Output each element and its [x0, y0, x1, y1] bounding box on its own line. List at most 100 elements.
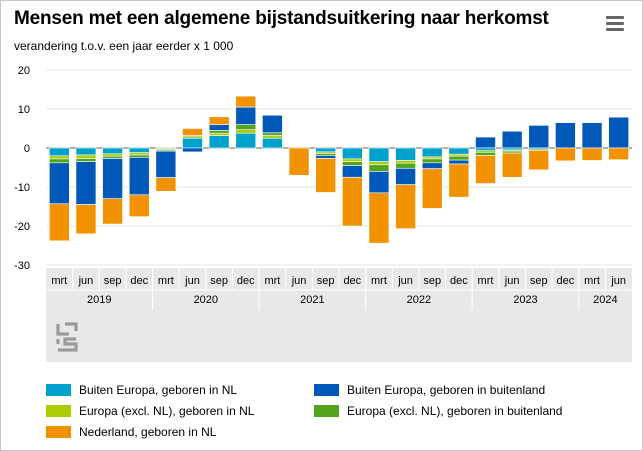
bar-segment[interactable]	[236, 133, 256, 148]
bar-segment[interactable]	[262, 133, 282, 136]
x-tick-label: dec	[557, 275, 575, 287]
bar-segment[interactable]	[236, 125, 256, 130]
bar-segment[interactable]	[449, 164, 469, 197]
x-tick-label: dec	[237, 275, 255, 287]
bar-segment[interactable]	[342, 159, 362, 162]
bar-segment[interactable]	[396, 168, 416, 184]
bar-segment[interactable]	[262, 115, 282, 133]
bar-segment[interactable]	[236, 130, 256, 134]
bar-segment[interactable]	[422, 148, 442, 157]
bar-segment[interactable]	[342, 148, 362, 159]
bar-segment[interactable]	[609, 117, 629, 148]
bar-segment[interactable]	[342, 177, 362, 226]
x-tick-label: mrt	[158, 275, 174, 287]
bar-segment[interactable]	[103, 159, 123, 199]
bar-segment[interactable]	[555, 148, 575, 161]
bar-segment[interactable]	[502, 153, 522, 177]
legend-item-buiten-europa-nl[interactable]: Buiten Europa, geboren in NL	[46, 383, 237, 397]
bar-segment[interactable]	[555, 123, 575, 148]
bar-segment[interactable]	[209, 117, 229, 125]
bar-segment[interactable]	[262, 136, 282, 139]
x-tick-label: sep	[530, 275, 548, 287]
bar-segment[interactable]	[49, 148, 69, 156]
bar-segment[interactable]	[236, 96, 256, 107]
bar-segment[interactable]	[262, 138, 282, 148]
bar-segment[interactable]	[396, 160, 416, 163]
year-label: 2024	[593, 294, 617, 306]
bar-segment[interactable]	[236, 107, 256, 125]
bar-segment[interactable]	[183, 129, 203, 136]
bar-segment[interactable]	[49, 159, 69, 163]
bar-segment[interactable]	[129, 148, 149, 153]
bar-segment[interactable]	[316, 159, 336, 193]
bar-segment[interactable]	[129, 157, 149, 194]
bar-segment[interactable]	[529, 150, 549, 170]
bar-segment[interactable]	[316, 155, 336, 158]
y-tick-label: 10	[18, 104, 30, 116]
y-tick-label: 20	[18, 65, 30, 77]
legend-label: Europa (excl. NL), geboren in NL	[79, 404, 254, 418]
bar-segment[interactable]	[103, 148, 123, 154]
bar-segment[interactable]	[129, 155, 149, 157]
legend-item-nederland[interactable]: Nederland, geboren in NL	[46, 425, 216, 439]
bar-segment[interactable]	[49, 156, 69, 159]
bar-segment[interactable]	[183, 148, 203, 152]
bar-segment[interactable]	[369, 193, 389, 243]
bar-segment[interactable]	[103, 199, 123, 224]
legend-item-europa-buitenland[interactable]: Europa (excl. NL), geboren in buitenland	[314, 404, 562, 418]
bar-segment[interactable]	[103, 156, 123, 158]
bar-segment[interactable]	[76, 159, 96, 162]
bar-segment[interactable]	[609, 148, 629, 160]
bar-segment[interactable]	[103, 154, 123, 156]
bar-segment[interactable]	[209, 133, 229, 135]
legend-item-buiten-europa-buitenland[interactable]: Buiten Europa, geboren in buitenland	[314, 383, 545, 397]
bar-segment[interactable]	[76, 148, 96, 155]
bar-segment[interactable]	[449, 160, 469, 164]
bar-segment[interactable]	[289, 148, 309, 175]
bar-segment[interactable]	[156, 151, 176, 178]
bar-segment[interactable]	[422, 169, 442, 209]
bar-segment[interactable]	[369, 171, 389, 192]
bar-segment[interactable]	[76, 155, 96, 159]
bar-segment[interactable]	[396, 148, 416, 160]
bar-segment[interactable]	[369, 148, 389, 162]
bar-segment[interactable]	[476, 152, 496, 155]
bar-segment[interactable]	[156, 178, 176, 192]
x-tick-label: sep	[104, 275, 122, 287]
bar-segment[interactable]	[422, 163, 442, 169]
bar-segment[interactable]	[396, 163, 416, 168]
bar-segment[interactable]	[209, 136, 229, 148]
bar-segment[interactable]	[449, 148, 469, 154]
bar-segment[interactable]	[76, 162, 96, 205]
bar-segment[interactable]	[369, 162, 389, 165]
bar-segment[interactable]	[183, 138, 203, 148]
bar-segment[interactable]	[582, 148, 602, 160]
bar-segment[interactable]	[396, 185, 416, 229]
x-tick-label: jun	[504, 275, 520, 287]
bar-segment[interactable]	[129, 195, 149, 217]
bar-segment[interactable]	[476, 148, 496, 151]
bar-segment[interactable]	[529, 125, 549, 148]
bar-segment[interactable]	[129, 153, 149, 155]
bar-segment[interactable]	[316, 148, 336, 152]
bar-segment[interactable]	[342, 166, 362, 178]
bar-segment[interactable]	[582, 123, 602, 148]
x-tick-label: dec	[450, 275, 468, 287]
bar-segment[interactable]	[476, 155, 496, 183]
legend-item-europa-nl[interactable]: Europa (excl. NL), geboren in NL	[46, 404, 254, 418]
year-label: 2020	[194, 294, 218, 306]
bar-segment[interactable]	[369, 165, 389, 172]
bar-segment[interactable]	[49, 163, 69, 204]
bar-segment[interactable]	[502, 131, 522, 148]
bar-segment[interactable]	[422, 159, 442, 163]
bar-segment[interactable]	[209, 130, 229, 133]
x-tick-label: jun	[610, 275, 626, 287]
bar-segment[interactable]	[49, 204, 69, 241]
bar-segment[interactable]	[476, 137, 496, 148]
y-tick-label: 0	[24, 143, 30, 155]
bar-segment[interactable]	[342, 162, 362, 166]
bar-segment[interactable]	[449, 156, 469, 160]
bar-segment[interactable]	[76, 205, 96, 234]
bar-segment[interactable]	[209, 125, 229, 131]
legend: Buiten Europa, geboren in NL Buiten Euro…	[46, 383, 636, 445]
